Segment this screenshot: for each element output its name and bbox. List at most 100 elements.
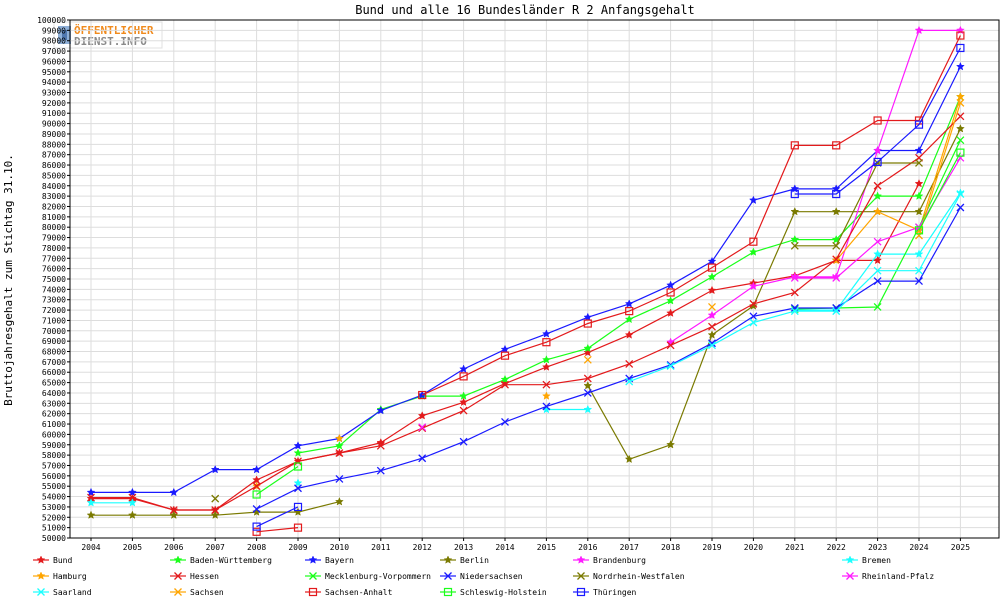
data-point [915,159,923,167]
data-point [36,555,46,564]
y-tick-label: 53000 [42,503,66,512]
data-point [707,285,717,295]
y-tick-label: 72000 [42,306,66,315]
series-line [421,35,961,396]
data-point [914,191,924,200]
data-point [418,423,427,432]
data-point [334,433,344,443]
data-point [542,338,551,347]
legend-label: Brandenburg [593,556,646,565]
data-point [832,307,841,316]
x-tick-label: 2007 [206,543,225,552]
data-point [707,330,717,339]
x-tick-label: 2018 [661,543,680,552]
series-schleswig-holstein [252,148,965,499]
data-point [790,307,799,316]
data-point [790,141,799,150]
legend-item: Bayern [305,555,354,565]
series-sachsen [583,98,965,364]
data-point [459,372,468,381]
data-point [955,124,965,133]
data-point [309,572,317,580]
data-point [541,391,551,400]
y-tick-label: 84000 [42,182,66,191]
data-point [37,588,45,596]
data-point [956,98,965,107]
y-tick-label: 100000 [37,16,66,25]
data-point [169,510,179,519]
legend-label: Hamburg [53,572,87,581]
legend-label: Schleswig-Holstein [460,588,547,597]
logo-line2: DIENST.INFO [74,35,147,48]
data-point [624,299,634,308]
data-point [541,404,551,414]
data-point [542,402,551,411]
data-point [666,288,675,297]
data-point [748,301,758,310]
data-point [252,482,261,491]
y-tick-label: 60000 [42,430,66,439]
data-point [873,116,882,125]
data-point [128,493,137,502]
data-point [418,390,427,400]
series-line [835,96,961,261]
data-point [417,411,427,420]
y-tick-label: 69000 [42,337,66,346]
data-point [749,318,758,327]
data-point [583,355,592,364]
data-point [873,207,883,216]
data-point [956,31,965,40]
legend-item: Bremen [842,555,891,565]
data-point [873,266,882,275]
y-tick-label: 57000 [42,461,66,470]
data-point [624,314,634,324]
y-tick-label: 92000 [42,99,66,108]
data-point [708,341,716,350]
legend-label: Sachsen-Anhalt [325,588,393,597]
series-line [670,29,961,343]
y-tick-label: 91000 [42,109,66,118]
data-point [832,255,841,264]
series-line [794,47,961,195]
legend-item: Baden-Württemberg [170,555,272,565]
y-tick-label: 71000 [42,316,66,325]
data-point [955,92,965,101]
y-tick-label: 79000 [42,234,66,243]
data-point [832,241,841,250]
data-point [211,494,220,503]
x-tick-label: 2004 [81,543,100,552]
data-point [707,272,717,281]
data-point [459,437,468,446]
y-tick-label: 95000 [42,68,66,77]
series-thüringen [252,43,965,531]
data-point [294,457,302,466]
x-tick-label: 2017 [620,543,639,552]
legend-item: Niedersachsen [440,572,523,581]
data-point [127,487,137,497]
data-point [914,179,924,188]
data-point [873,145,883,155]
y-tick-label: 99000 [42,26,66,35]
data-point [873,249,883,258]
data-point [666,308,676,317]
data-point [169,487,179,497]
data-point [832,304,841,312]
data-point [583,347,593,357]
data-point [541,362,551,371]
y-tick-label: 81000 [42,213,66,222]
data-point [749,312,758,321]
data-point [501,418,509,426]
y-tick-label: 82000 [42,202,66,211]
legend-label: Bund [53,556,72,565]
y-tick-label: 52000 [42,513,66,522]
y-tick-label: 88000 [42,140,66,149]
data-point [749,237,758,246]
data-point [666,280,676,290]
data-point [541,329,551,338]
legend-item: Nordrhein-Westfalen [573,572,685,581]
legend-label: Berlin [460,556,489,565]
legend-item: Rheinland-Pfalz [842,572,934,581]
data-point [252,507,261,516]
data-point [500,344,510,354]
data-point [211,506,220,514]
